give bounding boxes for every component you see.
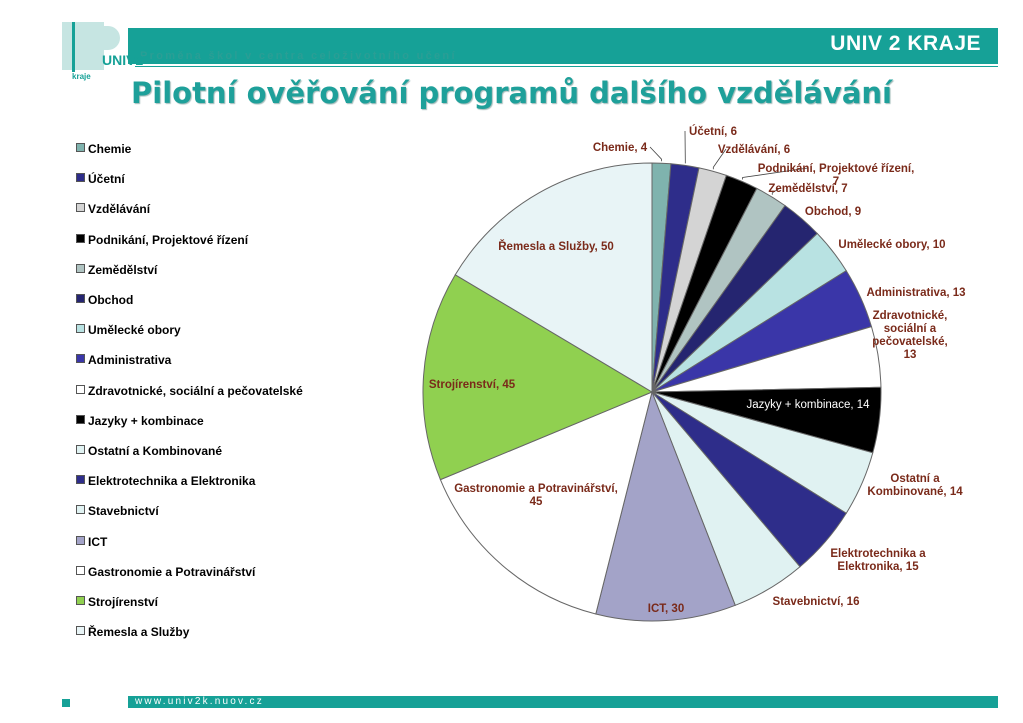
legend-swatch bbox=[76, 475, 85, 485]
footer-url: www.univ2k.nuov.cz bbox=[135, 696, 264, 707]
data-label: Obchod, 9 bbox=[805, 206, 861, 218]
logo-subtext: kraje bbox=[72, 72, 91, 81]
chart-title: Pilotní ověřování programů dalšího vzděl… bbox=[131, 76, 892, 110]
pie-slice bbox=[439, 391, 653, 615]
pie-slice bbox=[454, 162, 653, 393]
legend-item: Jazyky + kombinace bbox=[76, 413, 204, 429]
legend-item: Zemědělství bbox=[76, 262, 157, 278]
logo-shape bbox=[62, 22, 104, 70]
univ2-logo: UNIV2 kraje bbox=[62, 22, 143, 81]
legend-swatch bbox=[76, 445, 85, 454]
legend-label: Vzdělávání bbox=[88, 202, 151, 217]
legend-item: Ostatní a Kombinované bbox=[76, 443, 222, 459]
tagline-divider bbox=[135, 66, 998, 67]
pie-slice bbox=[595, 390, 736, 622]
data-label: ICT, 30 bbox=[648, 603, 684, 615]
legend-swatch bbox=[76, 173, 85, 183]
legend-item: ICT bbox=[76, 534, 107, 550]
legend-label: Umělecké obory bbox=[88, 323, 181, 338]
data-label: Stavebnictví, 16 bbox=[773, 596, 860, 608]
data-label: Zemědělství, 7 bbox=[768, 183, 847, 195]
legend-label: Obchod bbox=[88, 293, 134, 307]
legend-swatch bbox=[76, 505, 85, 515]
legend-label: Ostatní a Kombinované bbox=[88, 444, 223, 458]
legend-item: Gastronomie a Potravinářství bbox=[76, 564, 255, 580]
footer-bar bbox=[128, 696, 998, 708]
legend-swatch bbox=[76, 535, 85, 545]
legend-label: Gastronomie a Potravinářství bbox=[88, 564, 256, 579]
data-label: Jazyky + kombinace, 14 bbox=[746, 399, 870, 411]
tagline: Proměna škol v centra celoživotního učen… bbox=[140, 50, 457, 62]
data-label: Podnikání, Projektové řízení, 7 bbox=[758, 163, 915, 188]
legend-swatch bbox=[76, 233, 85, 243]
data-label: Umělecké obory, 10 bbox=[838, 239, 945, 251]
data-label: Řemesla a Služby, 50 bbox=[498, 240, 613, 253]
legend-label: Stavebnictví bbox=[88, 504, 159, 519]
legend-item: Obchod bbox=[76, 292, 133, 308]
legend-item: Umělecké obory bbox=[76, 322, 181, 338]
legend-item: Podnikání, Projektové řízení bbox=[76, 232, 248, 248]
legend-item: Vzdělávání bbox=[76, 201, 150, 217]
leader-line bbox=[742, 167, 809, 180]
legend-label: Elektrotechnika a Elektronika bbox=[88, 474, 256, 489]
header-bar bbox=[128, 28, 998, 64]
legend-item: Administrativa bbox=[76, 352, 171, 368]
legend-item: Zdravotnické, sociální a pečovatelské bbox=[76, 383, 303, 399]
legend-label: Jazyky + kombinace bbox=[88, 413, 204, 428]
legend-item: Řemesla a Služby bbox=[76, 624, 189, 640]
leader-line bbox=[649, 146, 662, 162]
legend-label: ICT bbox=[88, 534, 108, 549]
legend-item: Stavebnictví bbox=[76, 503, 159, 519]
legend-label: Strojírenství bbox=[88, 595, 159, 609]
legend-label: Zemědělství bbox=[88, 262, 158, 277]
data-label: Zdravotnické, sociální a pečovatelské, 13 bbox=[872, 310, 947, 361]
footer-square bbox=[62, 699, 70, 707]
legend-swatch bbox=[76, 596, 85, 605]
logo-stem bbox=[72, 22, 75, 72]
legend-swatch bbox=[76, 143, 85, 152]
legend-swatch bbox=[76, 414, 85, 424]
data-label: Účetní, 6 bbox=[689, 125, 737, 138]
data-label: Vzdělávání, 6 bbox=[718, 144, 790, 156]
legend-label: Podnikání, Projektové řízení bbox=[88, 232, 249, 247]
legend-swatch bbox=[76, 384, 85, 394]
data-label: Gastronomie a Potravinářství, 45 bbox=[454, 483, 618, 508]
logo-shape-bowl bbox=[104, 26, 120, 50]
legend-label: Řemesla a Služby bbox=[88, 625, 190, 640]
brand-title: UNIV 2 KRAJE bbox=[830, 32, 981, 55]
legend-swatch bbox=[76, 294, 85, 303]
legend-label: Účetní bbox=[88, 172, 125, 187]
legend-label: Administrativa bbox=[88, 353, 172, 368]
data-label: Chemie, 4 bbox=[593, 142, 648, 154]
data-label: Ostatní a Kombinované, 14 bbox=[867, 473, 963, 498]
legend-item: Strojírenství bbox=[76, 594, 158, 610]
legend-label: Zdravotnické, sociální a pečovatelské bbox=[88, 383, 303, 398]
leader-line bbox=[712, 148, 727, 170]
data-label: Elektrotechnika a Elektronika, 15 bbox=[830, 548, 926, 573]
legend-swatch bbox=[76, 565, 85, 575]
legend-swatch bbox=[76, 354, 85, 364]
data-label: Strojírenství, 45 bbox=[429, 379, 516, 391]
legend-swatch bbox=[76, 324, 85, 334]
data-label: Administrativa, 13 bbox=[866, 287, 965, 299]
logo-text: UNIV2 bbox=[102, 52, 144, 68]
leader-line bbox=[771, 187, 781, 195]
legend-item: Chemie bbox=[76, 141, 131, 157]
legend-swatch bbox=[76, 626, 85, 636]
pie-slice bbox=[422, 274, 654, 481]
legend-item: Účetní bbox=[76, 171, 125, 187]
legend-swatch bbox=[76, 263, 85, 273]
legend-swatch bbox=[76, 203, 85, 213]
legend-label: Chemie bbox=[88, 142, 132, 156]
legend-item: Elektrotechnika a Elektronika bbox=[76, 473, 255, 489]
